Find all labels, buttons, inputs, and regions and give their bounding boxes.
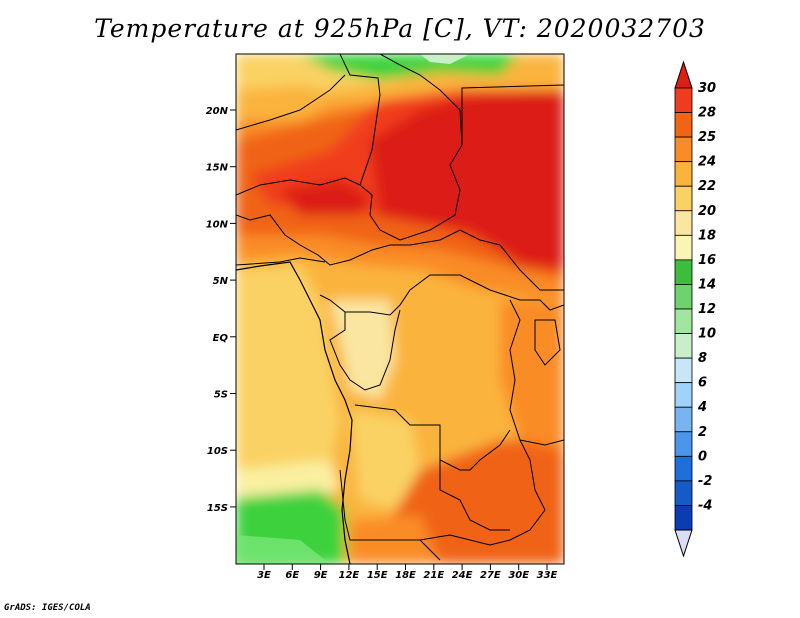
colorbar-segment bbox=[674, 136, 693, 163]
colorbar-top-arrow bbox=[674, 60, 693, 89]
colorbar-label: 0 bbox=[698, 449, 707, 464]
colorbar-label: 20 bbox=[698, 204, 716, 219]
lon-tick-label: 24E bbox=[452, 570, 473, 581]
lon-tick-label: 12E bbox=[339, 570, 360, 581]
colorbar-label: 6 bbox=[698, 376, 707, 391]
field-pale-south bbox=[350, 410, 420, 510]
lon-axis: 3E 6E 9E 12E 15E 18E 21E 24E 27E 30E 33E bbox=[257, 564, 558, 581]
colorbar-segment bbox=[674, 87, 693, 113]
lon-tick-label: 6E bbox=[285, 570, 299, 581]
country-boundaries bbox=[236, 54, 564, 564]
lon-tick-label: 30E bbox=[508, 570, 529, 581]
colorbar-label: 2 bbox=[698, 425, 707, 440]
lon-tick-label: 15E bbox=[367, 570, 388, 581]
field-pale-west bbox=[236, 265, 340, 495]
temperature-field bbox=[236, 54, 564, 564]
colorbar-label: -2 bbox=[698, 474, 712, 489]
colorbar-label: 10 bbox=[698, 327, 716, 342]
colorbar-label: 28 bbox=[698, 106, 716, 121]
field-deep-red-w bbox=[280, 180, 370, 215]
colorbar-label: 12 bbox=[698, 302, 716, 317]
field-green-n bbox=[300, 54, 520, 80]
field-green-sw-light bbox=[236, 535, 330, 564]
colorbar-segment bbox=[674, 505, 693, 531]
lat-tick-label: 5N bbox=[213, 276, 229, 287]
map-frame bbox=[235, 53, 565, 565]
field-pale-congo bbox=[330, 300, 395, 400]
colorbar-segment bbox=[674, 333, 693, 359]
colorbar-label: 30 bbox=[698, 81, 716, 96]
colorbar-segment bbox=[674, 112, 693, 138]
colorbar-segment bbox=[674, 308, 693, 334]
coastline bbox=[236, 261, 353, 564]
colorbar-segment bbox=[674, 455, 693, 482]
lat-tick-label: 10S bbox=[207, 446, 228, 457]
field-e-orange bbox=[500, 300, 564, 450]
colorbar-segment bbox=[674, 480, 693, 506]
grads-credit: GrADS: IGES/COLA bbox=[4, 603, 91, 613]
colorbar-segment bbox=[674, 406, 693, 433]
lat-axis: 20N 15N 10N 5N EQ 5S 10S 15S bbox=[206, 106, 236, 514]
lon-tick-label: 9E bbox=[314, 570, 328, 581]
colorbar-label: 14 bbox=[698, 277, 716, 292]
colorbar-label: 22 bbox=[698, 179, 716, 194]
colorbar-segment bbox=[674, 382, 693, 408]
colorbar-segment bbox=[674, 431, 693, 457]
colorbar-label: 16 bbox=[698, 253, 716, 268]
colorbar-label: -4 bbox=[698, 498, 712, 513]
colorbar-segment bbox=[674, 161, 693, 187]
colorbar-bottom-arrow bbox=[674, 529, 693, 558]
lon-tick-label: 3E bbox=[257, 570, 271, 581]
colorbar-label: 18 bbox=[698, 228, 716, 243]
colorbar-segment bbox=[674, 357, 693, 384]
colorbar-segment bbox=[674, 284, 693, 310]
field-sahara-orange bbox=[236, 85, 350, 120]
lat-tick-label: 5S bbox=[214, 390, 228, 401]
colorbar-segment bbox=[674, 210, 693, 236]
field-deep-red bbox=[370, 90, 564, 270]
lat-tick-label: 10N bbox=[206, 219, 229, 230]
lat-tick-label: EQ bbox=[213, 333, 229, 344]
chart-title: Temperature at 925hPa [C], VT: 202003270… bbox=[94, 14, 706, 43]
lat-tick-label: 20N bbox=[206, 106, 229, 117]
lon-tick-label: 27E bbox=[480, 570, 501, 581]
colorbar-label: 8 bbox=[698, 351, 707, 366]
lat-tick-label: 15S bbox=[207, 503, 228, 514]
lon-tick-label: 33E bbox=[537, 570, 558, 581]
colorbar-segment bbox=[674, 234, 693, 261]
colorbar-segment bbox=[674, 259, 693, 285]
colorbar-label: 24 bbox=[698, 155, 716, 170]
field-green-n-light bbox=[420, 54, 470, 64]
lat-tick-label: 15N bbox=[206, 163, 229, 174]
lon-tick-label: 18E bbox=[395, 570, 416, 581]
colorbar-label: 25 bbox=[698, 130, 716, 145]
colorbar-label: 4 bbox=[697, 400, 707, 415]
lon-tick-label: 21E bbox=[423, 570, 444, 581]
colorbar-segment bbox=[674, 185, 693, 212]
